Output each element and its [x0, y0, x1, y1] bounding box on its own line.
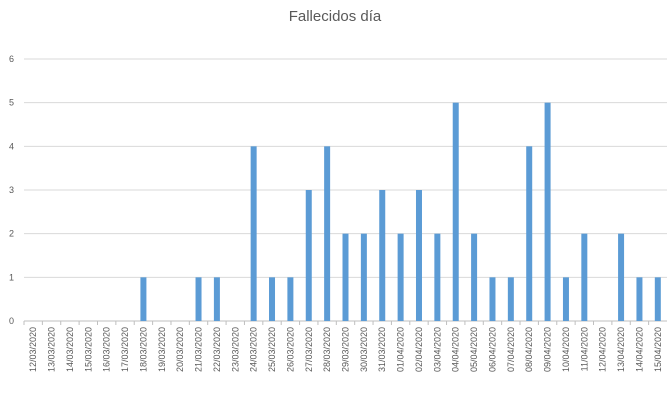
bar-21/03/2020 — [195, 277, 202, 321]
chart-title: Fallecidos día — [288, 8, 382, 25]
x-tick-label: 08/04/2020 — [524, 327, 534, 372]
x-axis-ticks: 12/03/2020 13/03/2020 14/03/2020 15/03/2020… — [23, 321, 663, 372]
bar-04/04/2020 — [452, 102, 459, 322]
y-axis-ticks: 0 1 2 3 4 5 6 — [9, 54, 14, 326]
bar-13/04/2020 — [618, 233, 625, 321]
bar-07/04/2020 — [507, 277, 514, 321]
bar-25/03/2020 — [269, 277, 276, 321]
bar-26/03/2020 — [287, 277, 294, 321]
x-tick-label: 15/03/2020 — [83, 327, 93, 372]
bar-28/03/2020 — [324, 146, 331, 321]
bar-14/04/2020 — [636, 277, 643, 321]
x-tick-label: 06/04/2020 — [487, 327, 497, 372]
x-tick-label: 02/04/2020 — [414, 327, 424, 372]
y-tick-label: 4 — [9, 141, 14, 151]
x-tick-label: 27/03/2020 — [304, 327, 314, 372]
x-tick-label: 01/04/2020 — [396, 327, 406, 372]
x-tick-label: 18/03/2020 — [138, 327, 148, 372]
bar-15/04/2020 — [654, 277, 661, 321]
y-tick-label: 5 — [9, 98, 14, 108]
y-tick-label: 3 — [9, 185, 14, 195]
x-tick-label: 10/04/2020 — [561, 327, 571, 372]
x-tick-label: 15/04/2020 — [653, 327, 663, 372]
x-tick-label: 12/04/2020 — [598, 327, 608, 372]
x-tick-label: 31/03/2020 — [377, 327, 387, 372]
y-tick-label: 0 — [9, 316, 14, 326]
bar-30/03/2020 — [360, 233, 367, 321]
bar-18/03/2020 — [140, 277, 147, 321]
bar-31/03/2020 — [379, 190, 386, 321]
bar-11/04/2020 — [581, 233, 588, 321]
bar-22/03/2020 — [213, 277, 220, 321]
x-tick-label: 23/03/2020 — [230, 327, 240, 372]
x-tick-label: 03/04/2020 — [432, 327, 442, 372]
x-tick-label: 12/03/2020 — [28, 327, 38, 372]
bar-05/04/2020 — [471, 233, 478, 321]
x-tick-label: 13/04/2020 — [616, 327, 626, 372]
bar-03/04/2020 — [434, 233, 441, 321]
y-tick-label: 1 — [9, 272, 14, 282]
x-tick-label: 19/03/2020 — [157, 327, 167, 372]
x-tick-label: 07/04/2020 — [506, 327, 516, 372]
x-tick-label: 14/04/2020 — [634, 327, 644, 372]
x-tick-label: 24/03/2020 — [249, 327, 259, 372]
bar-01/04/2020 — [397, 233, 404, 321]
bar-24/03/2020 — [250, 146, 257, 321]
bar-02/04/2020 — [415, 190, 422, 321]
bar-29/03/2020 — [342, 233, 349, 321]
bar-09/04/2020 — [544, 102, 551, 322]
x-tick-label: 16/03/2020 — [102, 327, 112, 372]
x-tick-label: 13/03/2020 — [47, 327, 57, 372]
bar-06/04/2020 — [489, 277, 496, 321]
x-tick-label: 20/03/2020 — [175, 327, 185, 372]
bar-10/04/2020 — [562, 277, 569, 321]
x-tick-label: 26/03/2020 — [285, 327, 295, 372]
y-tick-label: 6 — [9, 54, 14, 64]
x-tick-label: 05/04/2020 — [469, 327, 479, 372]
y-tick-label: 2 — [9, 229, 14, 239]
x-tick-label: 29/03/2020 — [341, 327, 351, 372]
x-tick-label: 09/04/2020 — [543, 327, 553, 372]
bar-08/04/2020 — [526, 146, 533, 321]
x-tick-label: 14/03/2020 — [65, 327, 75, 372]
x-tick-label: 22/03/2020 — [212, 327, 222, 372]
x-tick-label: 11/04/2020 — [579, 327, 589, 371]
x-tick-label: 04/04/2020 — [451, 327, 461, 372]
bar-27/03/2020 — [305, 190, 312, 321]
x-tick-label: 28/03/2020 — [322, 327, 332, 372]
x-tick-label: 17/03/2020 — [120, 327, 130, 372]
bars — [140, 102, 661, 322]
x-tick-label: 21/03/2020 — [194, 327, 204, 372]
x-tick-label: 25/03/2020 — [267, 327, 277, 372]
x-tick-label: 30/03/2020 — [359, 327, 369, 372]
